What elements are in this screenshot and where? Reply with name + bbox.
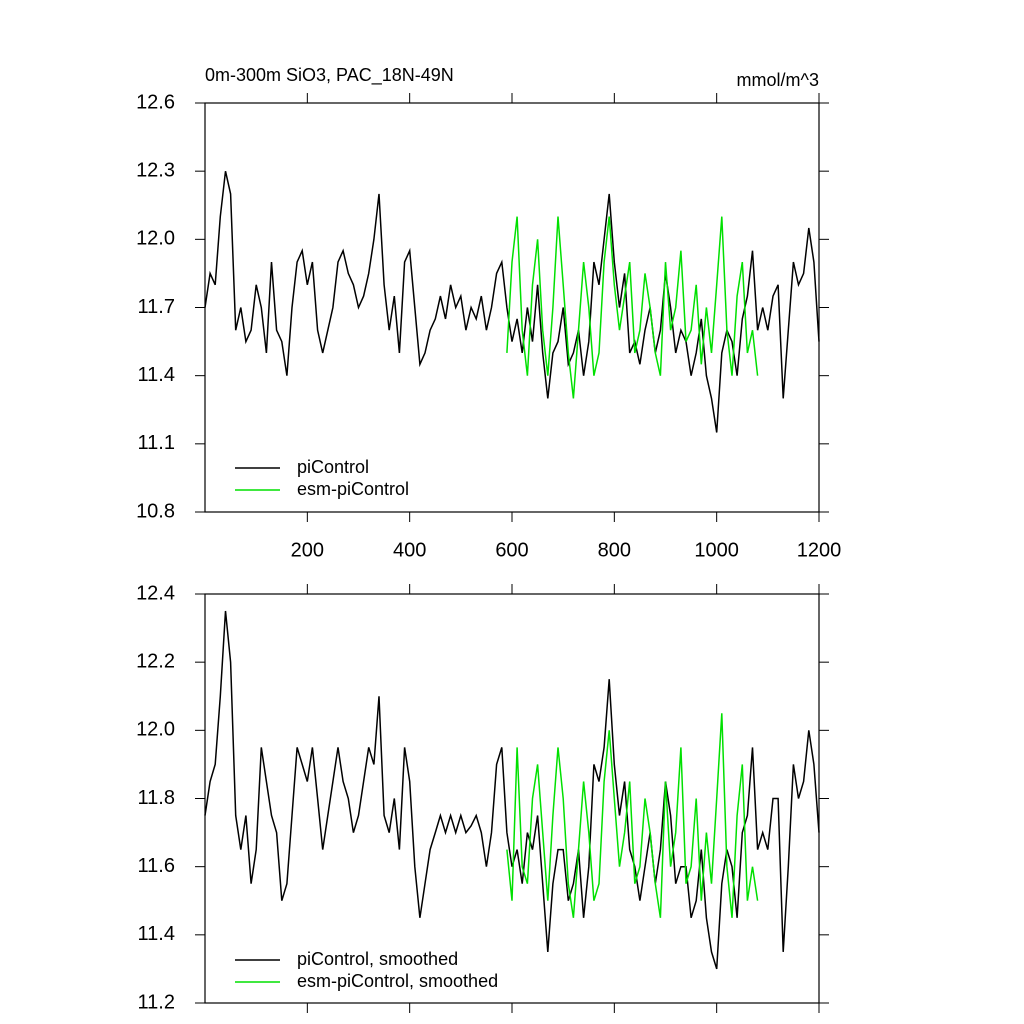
x-tick-label: 800 — [598, 539, 631, 561]
y-tick-label: 11.2 — [138, 991, 175, 1013]
y-tick-label: 11.4 — [138, 364, 175, 386]
x-tick-label: 1000 — [694, 539, 739, 561]
y-tick-label: 12.6 — [136, 91, 175, 113]
plot-frame — [204, 593, 820, 1004]
series-line — [204, 610, 820, 970]
legend-label: esm-piControl, smoothed — [297, 971, 498, 991]
y-tick-label: 12.0 — [136, 719, 175, 741]
y-tick-label: 12.4 — [136, 582, 175, 604]
series-line — [506, 216, 759, 399]
legend-label: piControl, smoothed — [297, 949, 458, 969]
x-tick-label: 1200 — [797, 539, 842, 561]
y-tick-label: 12.3 — [136, 159, 175, 181]
y-tick-label: 11.6 — [138, 855, 175, 877]
x-tick-label: 600 — [495, 539, 528, 561]
plot-frame — [204, 102, 820, 513]
x-tick-label: 200 — [291, 539, 324, 561]
series-line — [506, 713, 759, 918]
y-tick-label: 12.0 — [136, 228, 175, 250]
unit-label: mmol/m^3 — [737, 70, 819, 90]
x-tick-label: 400 — [393, 539, 426, 561]
y-tick-label: 11.7 — [138, 296, 175, 318]
legend-label: esm-piControl — [297, 479, 409, 499]
chart-title: 0m-300m SiO3, PAC_18N-49N — [205, 65, 454, 86]
y-tick-label: 11.1 — [138, 432, 175, 454]
legend-label: piControl — [297, 457, 369, 477]
y-tick-label: 11.8 — [138, 787, 175, 809]
y-tick-label: 10.8 — [136, 500, 175, 522]
y-tick-label: 11.4 — [138, 923, 175, 945]
y-tick-label: 12.2 — [136, 650, 175, 672]
series-line — [204, 171, 820, 433]
